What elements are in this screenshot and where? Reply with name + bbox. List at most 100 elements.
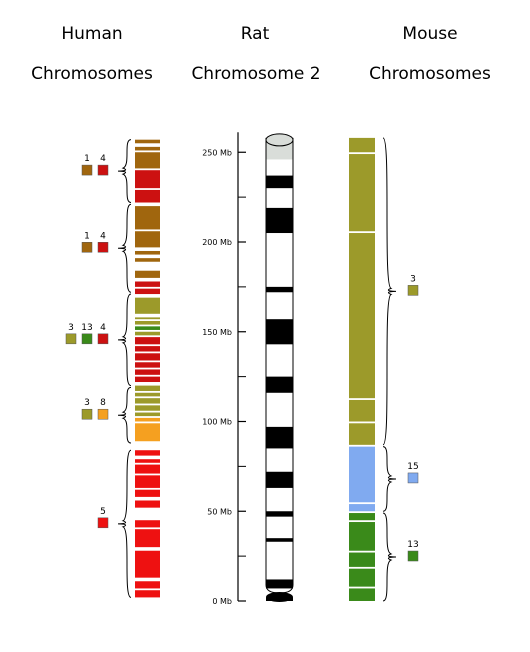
human-segment <box>135 581 160 589</box>
human-chromosome-swatch <box>97 333 109 345</box>
rat-band <box>266 319 293 345</box>
rat-band <box>266 207 293 234</box>
human-segment <box>135 206 160 230</box>
human-chromosome-label: 13 <box>81 323 92 333</box>
mouse-group-brace <box>382 446 397 512</box>
mouse-segment <box>349 568 375 587</box>
mb-axis: 250 Mb 200 Mb 150 Mb 100 Mb 50 Mb 0 Mb <box>202 132 246 606</box>
mouse-chromosome-label: 3 <box>410 274 416 284</box>
rat-title-line2: Chromosome 2 <box>191 64 321 84</box>
human-segment <box>135 250 160 255</box>
human-segment <box>135 258 160 262</box>
human-segment <box>135 288 160 295</box>
mouse-title-line1: Mouse <box>402 24 458 44</box>
mouse-group-brace <box>382 512 397 602</box>
mouse-segment <box>349 446 375 503</box>
human-chromosome-label: 5 <box>100 507 106 517</box>
human-segment <box>135 369 160 375</box>
human-segment <box>135 139 160 144</box>
mouse-groups: 3 15 13 <box>382 137 419 602</box>
human-segment <box>135 152 160 169</box>
human-groups: 1 41 43 13 43 85 <box>65 139 132 598</box>
human-segment <box>135 362 160 368</box>
axis-tick-label: 0 Mb <box>212 597 232 606</box>
human-chromosome-swatch <box>97 164 109 176</box>
human-title-line1: Human <box>61 24 123 44</box>
human-chromosome-swatch <box>97 242 109 253</box>
human-segment <box>135 398 160 404</box>
axis-tick-label: 200 Mb <box>202 238 232 247</box>
human-segment <box>135 417 160 422</box>
human-segment <box>135 346 160 352</box>
rat-chromosome-top-cap <box>265 133 294 147</box>
human-segment <box>135 320 160 325</box>
human-chromosome-swatch <box>81 333 93 345</box>
human-segment <box>135 281 160 287</box>
human-segment <box>135 550 160 578</box>
human-segment <box>135 270 160 278</box>
axis-tick-label: 50 Mb <box>207 507 232 516</box>
human-chromosome-label: 4 <box>100 231 106 241</box>
human-segment <box>135 317 160 320</box>
mouse-chromosome-swatch <box>407 550 419 562</box>
human-segment <box>135 459 160 463</box>
human-segment <box>135 464 160 474</box>
rat-band <box>266 511 293 517</box>
mouse-segment <box>349 588 375 601</box>
rat-band <box>266 175 293 189</box>
human-segment <box>135 146 160 151</box>
human-title-line2: Chromosomes <box>31 64 153 84</box>
human-chromosome-label: 4 <box>100 154 106 164</box>
human-segment <box>135 405 160 411</box>
human-segment <box>135 450 160 456</box>
human-chromosome-swatch <box>81 408 93 420</box>
rat-band <box>266 579 293 589</box>
mouse-chromosome-swatch <box>407 285 419 296</box>
human-segment <box>135 353 160 361</box>
mouse-title-line2: Chromosomes <box>369 64 491 84</box>
human-chromosome-swatch <box>81 164 93 176</box>
mouse-segment <box>349 233 375 399</box>
axis-tick-label: 100 Mb <box>202 418 232 427</box>
human-segment <box>135 385 160 391</box>
human-segment <box>135 423 160 442</box>
mouse-segment <box>349 137 375 153</box>
rat-band <box>266 286 293 293</box>
human-segment <box>135 475 160 488</box>
human-segment <box>135 231 160 248</box>
rat-band <box>266 538 293 542</box>
human-group-brace <box>117 449 132 598</box>
human-segment <box>135 500 160 508</box>
human-chromosome-label: 1 <box>84 231 90 241</box>
human-segment <box>135 590 160 598</box>
human-segment <box>135 412 160 417</box>
axis-tick-label: 150 Mb <box>202 328 232 337</box>
human-chromosome-label: 1 <box>84 154 90 164</box>
rat-chromosome-body <box>266 137 293 601</box>
human-chromosome-label: 8 <box>100 398 106 408</box>
human-group-brace <box>117 139 132 204</box>
human-segment <box>135 489 160 497</box>
human-segment <box>135 189 160 203</box>
rat-chromosome-bottom-cap <box>266 592 293 602</box>
human-group-brace <box>117 203 132 293</box>
human-chromosome-swatch <box>97 408 109 420</box>
human-group-brace <box>117 386 132 444</box>
human-segment <box>135 376 160 383</box>
mouse-segment <box>349 552 375 567</box>
axis-tick-label: 250 Mb <box>202 148 232 157</box>
mouse-segment <box>349 522 375 551</box>
human-chromosome-label: 3 <box>68 323 74 333</box>
rat-title-line1: Rat <box>240 24 270 44</box>
rat-band <box>266 426 293 449</box>
human-segment <box>135 520 160 528</box>
mouse-segment <box>349 154 375 232</box>
mouse-segment <box>349 513 375 521</box>
mouse-chromosome-label: 13 <box>407 540 418 550</box>
rat-chromosome-2 <box>265 133 294 602</box>
mouse-segment <box>349 399 375 422</box>
human-segment <box>135 297 160 314</box>
human-chromosome-label: 4 <box>100 323 106 333</box>
rat-band <box>266 471 293 488</box>
